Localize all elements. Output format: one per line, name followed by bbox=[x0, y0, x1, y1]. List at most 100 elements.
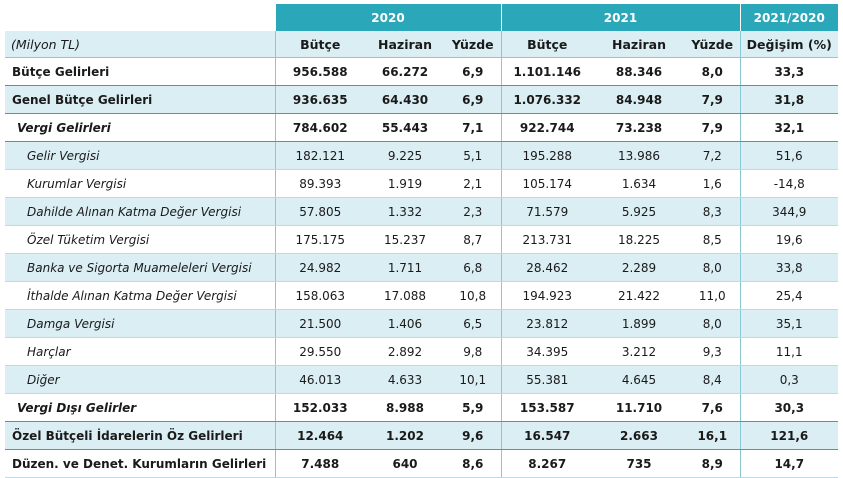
cell-butce-2021: 55.381 bbox=[500, 365, 593, 394]
cell-haziran-2021: 84.948 bbox=[593, 85, 685, 114]
table-row: Genel Bütçe Gelirleri 936.635 64.430 6,9 1.0… bbox=[5, 85, 838, 114]
cell-butce-2020: 29.550 bbox=[274, 337, 365, 366]
cell-butce-2021: 213.731 bbox=[500, 225, 593, 254]
cell-haziran-2020: 9.225 bbox=[365, 141, 445, 170]
cell-haziran-2021: 5.925 bbox=[593, 197, 685, 226]
cell-yuzde-2020: 6,8 bbox=[445, 253, 501, 282]
cell-butce-2020: 784.602 bbox=[274, 113, 365, 142]
year-header-row: 2020 2021 2021/2020 bbox=[5, 4, 838, 31]
row-label: Özel Tüketim Vergisi bbox=[5, 225, 275, 254]
cell-butce-2020: 175.175 bbox=[274, 225, 365, 254]
table-row: Gelir Vergisi 182.121 9.225 5,1 195.288 13.98… bbox=[5, 141, 838, 170]
table-body: Bütçe Gelirleri 956.588 66.272 6,9 1.101.146… bbox=[5, 57, 838, 478]
cell-degisim: 11,1 bbox=[739, 337, 838, 366]
cell-yuzde-2020: 6,5 bbox=[445, 309, 501, 338]
cell-haziran-2021: 11.710 bbox=[593, 393, 685, 422]
table-row: Vergi Dışı Gelirler 152.033 8.988 5,9 153.58… bbox=[5, 393, 838, 422]
cell-butce-2020: 152.033 bbox=[274, 393, 365, 422]
cell-butce-2021: 922.744 bbox=[500, 113, 593, 142]
cell-haziran-2021: 2.289 bbox=[593, 253, 685, 282]
table-row: Diğer 46.013 4.633 10,1 55.381 4.645 8,4 0,3 bbox=[5, 365, 838, 394]
cell-yuzde-2020: 5,1 bbox=[445, 141, 501, 170]
cell-haziran-2021: 88.346 bbox=[593, 57, 685, 86]
cell-yuzde-2020: 9,6 bbox=[445, 421, 501, 450]
cell-degisim: 14,7 bbox=[739, 449, 838, 478]
cell-yuzde-2020: 8,6 bbox=[445, 449, 501, 478]
cell-yuzde-2021: 8,3 bbox=[685, 197, 740, 226]
cell-degisim: -14,8 bbox=[739, 169, 838, 198]
cell-butce-2020: 24.982 bbox=[274, 253, 365, 282]
cell-haziran-2020: 1.919 bbox=[365, 169, 445, 198]
cell-haziran-2021: 13.986 bbox=[593, 141, 685, 170]
cell-haziran-2020: 8.988 bbox=[365, 393, 445, 422]
cell-yuzde-2021: 1,6 bbox=[685, 169, 740, 198]
year-2020-header: 2020 bbox=[274, 4, 501, 31]
cell-haziran-2020: 55.443 bbox=[365, 113, 445, 142]
cell-butce-2021: 153.587 bbox=[500, 393, 593, 422]
cell-degisim: 19,6 bbox=[739, 225, 838, 254]
column-header-row: (Milyon TL) Bütçe Haziran Yüzde Bütçe Ha… bbox=[5, 31, 838, 58]
cell-yuzde-2020: 7,1 bbox=[445, 113, 501, 142]
cell-butce-2021: 105.174 bbox=[500, 169, 593, 198]
table-row: Özel Tüketim Vergisi 175.175 15.237 8,7 213.… bbox=[5, 225, 838, 254]
cell-haziran-2020: 64.430 bbox=[365, 85, 445, 114]
cell-degisim: 33,3 bbox=[739, 57, 838, 86]
cell-haziran-2021: 21.422 bbox=[593, 281, 685, 310]
cell-haziran-2021: 1.634 bbox=[593, 169, 685, 198]
row-label: Banka ve Sigorta Muameleleri Vergisi bbox=[5, 253, 275, 282]
row-label: Diğer bbox=[5, 365, 275, 394]
cell-butce-2020: 12.464 bbox=[274, 421, 365, 450]
cell-yuzde-2020: 6,9 bbox=[445, 57, 501, 86]
budget-revenue-table-container: 2020 2021 2021/2020 (Milyon TL) Bütçe Ha… bbox=[5, 4, 838, 478]
table-row: Düzen. ve Denet. Kurumların Gelirleri 7.4… bbox=[5, 449, 838, 478]
cell-degisim: 344,9 bbox=[739, 197, 838, 226]
cell-degisim: 30,3 bbox=[739, 393, 838, 422]
cell-butce-2020: 21.500 bbox=[274, 309, 365, 338]
col-header-degisim: Değişim (%) bbox=[739, 31, 838, 58]
cell-haziran-2021: 73.238 bbox=[593, 113, 685, 142]
row-label: Kurumlar Vergisi bbox=[5, 169, 275, 198]
budget-revenue-table: 2020 2021 2021/2020 (Milyon TL) Bütçe Ha… bbox=[5, 4, 838, 478]
unit-label: (Milyon TL) bbox=[5, 31, 275, 58]
col-header-butce-2020: Bütçe bbox=[274, 31, 365, 58]
cell-butce-2020: 46.013 bbox=[274, 365, 365, 394]
table-row: Banka ve Sigorta Muameleleri Vergisi 24.9… bbox=[5, 253, 838, 282]
cell-haziran-2021: 4.645 bbox=[593, 365, 685, 394]
cell-yuzde-2020: 10,8 bbox=[445, 281, 501, 310]
cell-yuzde-2020: 6,9 bbox=[445, 85, 501, 114]
cell-yuzde-2021: 8,0 bbox=[685, 309, 740, 338]
table-row: Dahilde Alınan Katma Değer Vergisi 57.805… bbox=[5, 197, 838, 226]
cell-butce-2020: 89.393 bbox=[274, 169, 365, 198]
cell-yuzde-2020: 5,9 bbox=[445, 393, 501, 422]
table-row: Vergi Gelirleri 784.602 55.443 7,1 922.744 73… bbox=[5, 113, 838, 142]
cell-butce-2020: 158.063 bbox=[274, 281, 365, 310]
year-2021-header: 2021 bbox=[500, 4, 740, 31]
cell-degisim: 121,6 bbox=[739, 421, 838, 450]
table-row: Bütçe Gelirleri 956.588 66.272 6,9 1.101.146… bbox=[5, 57, 838, 86]
cell-yuzde-2020: 9,8 bbox=[445, 337, 501, 366]
cell-butce-2020: 57.805 bbox=[274, 197, 365, 226]
cell-yuzde-2021: 8,0 bbox=[685, 57, 740, 86]
cell-butce-2021: 16.547 bbox=[500, 421, 593, 450]
cell-yuzde-2021: 8,0 bbox=[685, 253, 740, 282]
cell-haziran-2020: 4.633 bbox=[365, 365, 445, 394]
cell-butce-2021: 34.395 bbox=[500, 337, 593, 366]
table-row: Özel Bütçeli İdarelerin Öz Gelirleri 12.4… bbox=[5, 421, 838, 450]
cell-butce-2021: 71.579 bbox=[500, 197, 593, 226]
cell-butce-2021: 195.288 bbox=[500, 141, 593, 170]
change-header: 2021/2020 bbox=[739, 4, 838, 31]
cell-haziran-2020: 1.406 bbox=[365, 309, 445, 338]
row-label: Vergi Dışı Gelirler bbox=[5, 393, 275, 422]
cell-butce-2021: 8.267 bbox=[500, 449, 593, 478]
row-label: Dahilde Alınan Katma Değer Vergisi bbox=[5, 197, 275, 226]
row-label: Bütçe Gelirleri bbox=[5, 57, 275, 86]
cell-butce-2021: 194.923 bbox=[500, 281, 593, 310]
cell-yuzde-2021: 7,9 bbox=[685, 113, 740, 142]
cell-haziran-2021: 2.663 bbox=[593, 421, 685, 450]
row-label: Vergi Gelirleri bbox=[5, 113, 275, 142]
cell-yuzde-2021: 9,3 bbox=[685, 337, 740, 366]
cell-yuzde-2020: 2,3 bbox=[445, 197, 501, 226]
row-label: Damga Vergisi bbox=[5, 309, 275, 338]
cell-haziran-2020: 2.892 bbox=[365, 337, 445, 366]
cell-degisim: 25,4 bbox=[739, 281, 838, 310]
